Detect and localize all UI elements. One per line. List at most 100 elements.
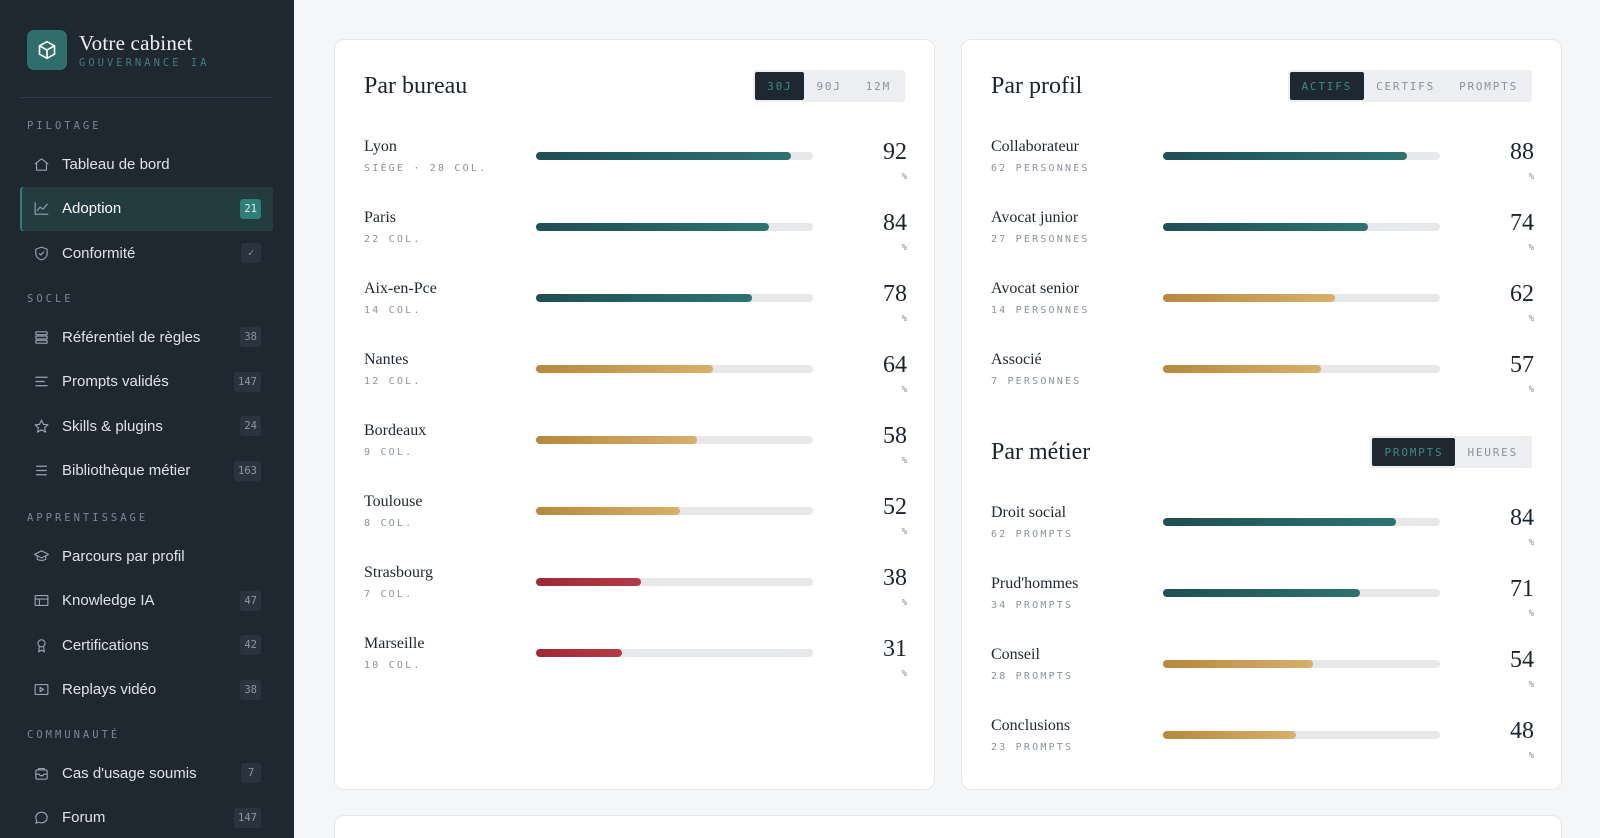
tab-30j[interactable]: 30J — [755, 72, 805, 100]
progress-bar — [536, 436, 813, 444]
progress-fill — [536, 578, 642, 586]
row-name: Conseil — [991, 646, 1040, 663]
list-item[interactable]: Bordeaux 9 COL. 58% — [364, 422, 907, 472]
brand-title: Votre cabinet — [79, 31, 193, 55]
row-subtitle: 14 PERSONNES — [991, 305, 1090, 316]
sidebar-item-label: Skills & plugins — [62, 417, 163, 435]
row-subtitle: 12 COL. — [364, 376, 422, 387]
chat-bubble-icon — [32, 809, 50, 827]
row-value: 54 — [1510, 647, 1534, 673]
list-item[interactable]: Nantes 12 COL. 64% — [364, 351, 907, 401]
sidebar-item-label: Tableau de bord — [62, 155, 170, 173]
section-label-communaute: COMMUNAUTÉ — [27, 729, 121, 741]
tab-90j[interactable]: 90J — [816, 79, 842, 93]
row-subtitle: 28 PROMPTS — [991, 671, 1074, 682]
row-unit: % — [1528, 538, 1534, 548]
list-item[interactable]: Prud'hommes 34 PROMPTS 71% — [991, 575, 1534, 625]
row-value: 64 — [883, 352, 907, 378]
brand[interactable]: Votre cabinet GOUVERNANCE IA — [27, 30, 210, 70]
list-item[interactable]: Avocat junior 27 PERSONNES 74% — [991, 209, 1534, 259]
sidebar-item-conformite[interactable]: Conformité ✓ — [20, 231, 273, 275]
tab-certifs[interactable]: CERTIFS — [1376, 79, 1436, 93]
row-name: Aix-en-Pce — [364, 280, 437, 297]
list-item[interactable]: Strasbourg 7 COL. 38% — [364, 564, 907, 614]
sidebar: Votre cabinet GOUVERNANCE IA PILOTAGE Tab… — [0, 0, 294, 838]
progress-fill — [1163, 589, 1360, 597]
home-icon — [32, 155, 50, 173]
tab-actifs[interactable]: ACTIFS — [1289, 72, 1365, 100]
tab-12m[interactable]: 12M — [865, 79, 891, 93]
row-subtitle: 14 COL. — [364, 305, 422, 316]
list-item[interactable]: Paris 22 COL. 84% — [364, 209, 907, 259]
sidebar-item-label: Prompts validés — [62, 373, 169, 390]
sidebar-item-skills-plugins[interactable]: Skills & plugins 24 — [20, 404, 273, 448]
row-name: Lyon — [364, 138, 397, 155]
row-value: 84 — [883, 210, 907, 236]
list-item[interactable]: Marseille 10 COL. 31% — [364, 635, 907, 685]
progress-bar — [536, 294, 813, 302]
row-unit: % — [1528, 751, 1534, 761]
progress-fill — [536, 223, 769, 231]
row-unit: % — [901, 314, 907, 324]
list-item[interactable]: Associé 7 PERSONNES 57% — [991, 351, 1534, 401]
progress-fill — [1163, 294, 1335, 302]
row-value: 62 — [1510, 281, 1534, 307]
list-item[interactable]: Conclusions 23 PROMPTS 48% — [991, 717, 1534, 767]
sidebar-item-adoption[interactable]: Adoption 21 — [20, 186, 273, 231]
list-item[interactable]: Collaborateur 62 PERSONNES 88% — [991, 138, 1534, 188]
row-subtitle: SIÈGE · 28 COL. — [364, 163, 488, 174]
count-badge: ✓ — [241, 243, 261, 263]
row-name: Nantes — [364, 351, 409, 368]
section-label-socle: SOCLE — [27, 293, 74, 305]
list-item[interactable]: Toulouse 8 COL. 52% — [364, 493, 907, 543]
table-icon — [32, 592, 50, 610]
row-subtitle: 10 COL. — [364, 660, 422, 671]
list-item[interactable]: Droit social 62 PROMPTS 84% — [991, 504, 1534, 554]
sidebar-item-referentiel-de-regles[interactable]: Référentiel de règles 38 — [20, 315, 273, 359]
tab-prompts[interactable]: PROMPTS — [1372, 438, 1456, 466]
row-unit: % — [901, 456, 907, 466]
section-label-apprentissage: APPRENTISSAGE — [27, 512, 149, 524]
row-unit: % — [901, 385, 907, 395]
progress-bar — [536, 578, 813, 586]
progress-bar — [536, 649, 813, 657]
list-item[interactable]: Aix-en-Pce 14 COL. 78% — [364, 280, 907, 330]
row-name: Paris — [364, 209, 396, 226]
sidebar-item-forum[interactable]: Forum 147 — [20, 796, 273, 838]
sidebar-item-prompts-valides[interactable]: Prompts validés 147 — [20, 360, 273, 404]
tab-heures[interactable]: HEURES — [1467, 445, 1518, 459]
sidebar-item-bibliotheque-metier[interactable]: Bibliothèque métier 163 — [20, 449, 273, 493]
row-name: Associé — [991, 351, 1042, 368]
sidebar-item-label: Forum — [62, 809, 106, 826]
progress-fill — [536, 649, 622, 657]
row-value: 74 — [1510, 210, 1534, 236]
sidebar-item-label: Cas d'usage soumis — [62, 764, 197, 782]
sidebar-item-replays-video[interactable]: Replays vidéo 38 — [20, 668, 273, 712]
sidebar-item-parcours-par-profil[interactable]: Parcours par profil — [20, 534, 273, 578]
row-name: Avocat senior — [991, 280, 1080, 297]
progress-bar — [536, 507, 813, 515]
shield-icon — [32, 244, 50, 262]
list-icon — [32, 462, 50, 480]
row-subtitle: 62 PERSONNES — [991, 163, 1090, 174]
sidebar-item-tableau-de-bord[interactable]: Tableau de bord — [20, 142, 273, 186]
row-name: Toulouse — [364, 493, 423, 510]
count-badge: 147 — [234, 807, 261, 828]
count-badge: 147 — [234, 371, 261, 392]
list-item[interactable]: Avocat senior 14 PERSONNES 62% — [991, 280, 1534, 330]
row-value: 48 — [1510, 718, 1534, 744]
list-item[interactable]: Conseil 28 PROMPTS 54% — [991, 646, 1534, 696]
row-value: 78 — [883, 281, 907, 307]
tab-prompts[interactable]: PROMPTS — [1459, 79, 1518, 93]
list-item[interactable]: Lyon SIÈGE · 28 COL. 92% — [364, 138, 907, 188]
progress-fill — [536, 365, 714, 373]
row-unit: % — [901, 598, 907, 608]
sidebar-item-knowledge-ia[interactable]: Knowledge IA 47 — [20, 579, 273, 623]
card-title: Par bureau — [364, 73, 468, 99]
inbox-icon — [32, 764, 50, 782]
progress-fill — [1163, 152, 1407, 160]
progress-fill — [536, 436, 697, 444]
sidebar-item-certifications[interactable]: Certifications 42 — [20, 623, 273, 667]
row-subtitle: 7 COL. — [364, 589, 414, 600]
sidebar-item-cas-d-usage-soumis[interactable]: Cas d'usage soumis 7 — [20, 751, 273, 795]
